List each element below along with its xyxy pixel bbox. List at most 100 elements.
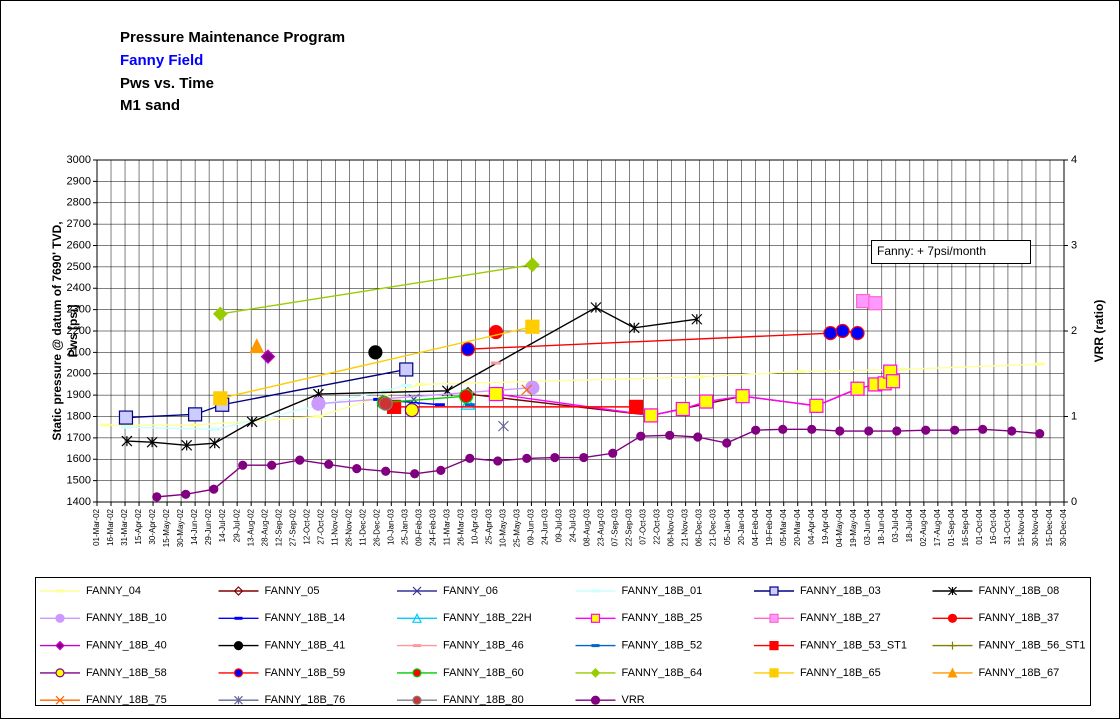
marker [412,612,422,623]
marker [233,668,244,678]
marker [381,466,391,476]
marker [521,384,533,396]
chart-subtitle: Fanny Field [120,52,203,69]
y-tick-label: 2300 [67,304,91,316]
x-tick-label: 24-Jun-03 [541,508,550,545]
legend-item: FANNY_18B_64 [575,667,702,679]
x-tick-label: 17-Aug-04 [933,508,942,546]
annotation-box [871,240,1031,264]
marker [807,424,817,434]
legend-label: FANNY_04 [86,585,141,597]
y-tick-label: 1800 [67,410,91,422]
marker [722,438,732,448]
legend-label: FANNY_18B_46 [443,640,524,652]
marker [868,296,883,311]
marker [295,455,305,465]
marker [55,668,65,678]
x-tick-label: 26-Dec-02 [372,508,381,546]
x-tick-label: 31-Oct-04 [1003,508,1012,544]
x-tick-label: 07-Oct-03 [639,508,648,544]
x-tick-label: 09-Jun-03 [527,508,536,545]
legend-label: FANNY_18B_01 [622,585,703,597]
legend-item: FANNY_18B_52 [575,640,703,652]
marker [691,313,703,325]
marker [636,431,646,441]
legend-label: FANNY_06 [443,585,498,597]
x-tick-label: 21-Nov-03 [681,508,690,546]
x-tick-label: 31-Mar-02 [120,508,129,545]
legend-label: FANNY_18B_60 [443,667,524,679]
marker [212,306,228,322]
marker [628,399,644,414]
x-tick-label: 15-Dec-04 [1045,508,1054,546]
x-tick-label: 25-May-03 [513,508,522,547]
plot-border [96,159,1065,503]
y-axis-label: Pws [psi] [66,305,80,358]
x-tick-label: 11-Mar-03 [442,508,451,545]
marker [978,424,988,434]
legend-label: FANNY_18B_65 [800,667,881,679]
x-tick-label: 09-Jul-03 [555,508,564,542]
marker [181,439,193,451]
marker [823,326,838,341]
marker [948,641,957,650]
x-tick-label: 04-Apr-04 [807,508,816,544]
legend-item: FANNY_18B_40 [40,640,167,652]
marker [209,437,221,449]
x-tick-label: 06-Dec-03 [695,508,704,546]
x-tick-label: 19-Apr-04 [821,508,830,544]
legend-label: FANNY_18B_41 [265,640,346,652]
x-tick-label: 10-May-03 [499,508,508,547]
marker [267,460,277,470]
marker [233,640,244,651]
legend-item: FANNY_18B_41 [218,640,346,652]
x-tick-label: 10-Jan-03 [386,508,395,545]
legend-item: FANNY_18B_27 [754,612,881,624]
marker [55,613,65,623]
marker [856,293,871,309]
legend-label: FANNY_18B_40 [86,640,167,652]
x-tick-label: 25-Jan-03 [400,508,409,545]
legend-label: FANNY_18B_14 [265,612,346,624]
marker [522,453,532,463]
series-line [126,306,697,447]
legend-item: FANNY_18B_59 [218,667,345,679]
x-tick-label: 30-May-02 [176,508,185,547]
marker [864,426,874,436]
x-tick-label: 14-Jul-02 [218,508,227,542]
marker [550,452,560,463]
y-tick-label: 1700 [67,432,91,444]
y-tick-label: 2800 [67,197,91,209]
x-tick-label: 16-Mar-02 [106,508,115,545]
y-tick-label: 1600 [67,453,91,465]
legend-item: FANNY_18B_56_ST1 [932,640,1086,652]
x-tick-label: 03-Jul-04 [891,508,900,542]
marker [146,436,158,448]
x-tick-label: 30-Apr-02 [148,508,157,544]
marker [525,380,540,395]
marker [665,430,675,440]
marker [751,425,761,435]
marker [188,407,203,422]
legend-item: FANNY_18B_58 [40,667,167,679]
legend-item: FANNY_18B_25 [575,612,702,624]
marker [233,586,244,596]
x-tick-label: 02-Aug-04 [919,508,928,546]
x-tick-label: 18-Jul-04 [905,508,914,542]
y-tick-label: 1500 [67,475,91,487]
x-tick-label: 20-Mar-04 [793,508,802,545]
marker [55,695,65,705]
legend-label: FANNY_18B_22H [443,612,532,624]
x-tick-label: 13-Aug-02 [246,508,255,546]
x-tick-label: 09-Feb-03 [414,508,423,545]
marker [399,362,414,377]
marker [1035,429,1045,439]
legend-item: FANNY_18B_65 [754,667,881,679]
series-line [156,428,1040,498]
legend-label: FANNY_18B_52 [622,640,703,652]
legend-label: VRR [622,694,645,706]
marker [769,613,779,623]
marker [590,613,601,623]
legend-item: FANNY_18B_37 [932,612,1059,624]
